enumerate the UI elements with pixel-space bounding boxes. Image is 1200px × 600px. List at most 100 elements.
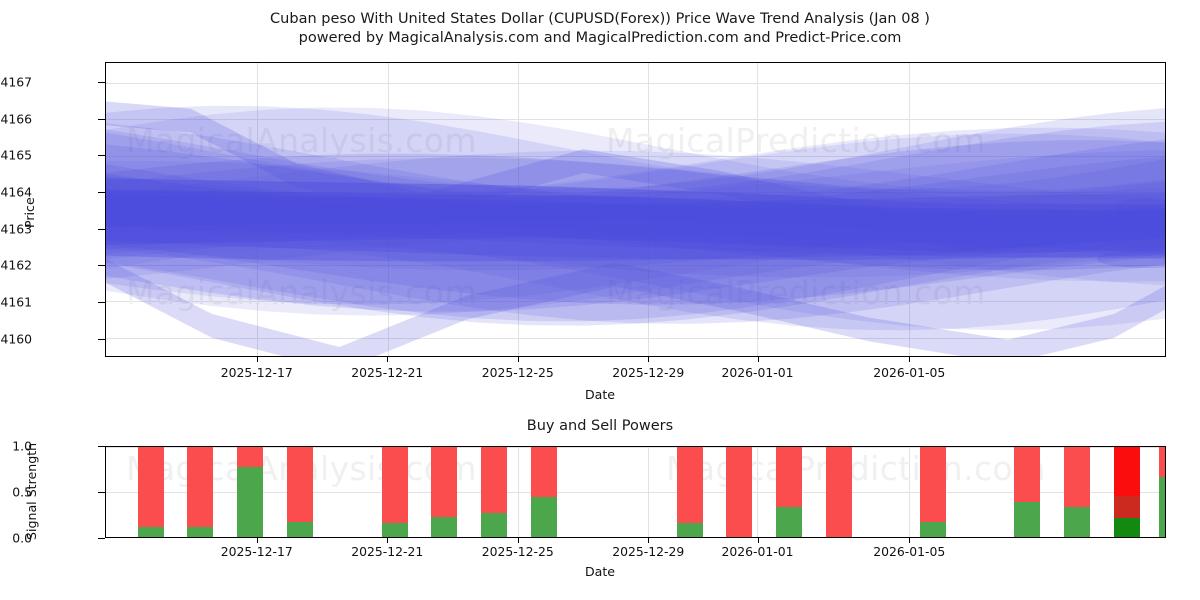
price-y-tick-mark [98,82,105,84]
wave-convergence-blob [1097,250,1165,269]
price-gridline-h [106,301,1165,303]
price-y-axis-label: Price [22,196,37,228]
sell-power-segment [381,447,408,523]
signal-y-tick-mark [98,446,105,447]
price-gridline-h [106,192,1165,194]
signal-y-tick-label: 0.0 [12,530,32,546]
sell-power-segment [1159,447,1165,477]
price-x-tick-label: 2026-01-01 [721,365,794,380]
signal-y-tick-mark [98,538,105,539]
title-line-2: powered by MagicalAnalysis.com and Magic… [298,30,902,46]
signal-gridline-v [908,447,910,537]
price-gridline-h [106,119,1165,121]
price-y-tick-label: 0.04163 [0,221,32,237]
price-x-tick-label: 2025-12-17 [220,365,293,380]
signal-x-tick-mark [517,538,519,543]
signal-bar [826,447,853,537]
signal-bar [1159,447,1165,537]
buy-power-segment [531,496,558,537]
buy-sell-chart-title: Buy and Sell Powers [526,418,674,434]
page-title: Cuban peso With United States Dollar (CU… [0,10,1200,48]
buy-power-segment [676,522,703,537]
signal-y-tick-mark [98,492,105,493]
signal-gridline-v [648,447,650,537]
sell-power-segment [431,447,458,518]
signal-gridline-h [106,447,1165,448]
signal-bar [1063,447,1090,537]
price-gridline-h [106,265,1165,266]
price-y-tick-label: 0.04167 [0,74,32,90]
signal-bar [726,447,753,537]
sell-power-overlap-segment [1113,496,1140,518]
signal-gridline-v [517,447,519,537]
price-y-tick-label: 0.04166 [0,111,32,127]
signal-x-tick-label: 2025-12-29 [612,544,685,559]
signal-y-axis-label: Signal Strength [24,442,39,540]
price-y-tick-mark [98,192,105,194]
price-gridline-h [106,155,1165,157]
sell-power-segment [187,447,214,528]
signal-bar [137,447,164,537]
sell-power-segment [1113,447,1140,497]
buy-power-segment [1013,501,1040,537]
price-y-tick-label: 0.04160 [0,331,32,347]
signal-x-tick-label: 2026-01-01 [721,544,794,559]
signal-x-tick-mark [909,538,911,543]
wave-band [106,160,1165,278]
buy-power-segment [287,521,314,537]
price-x-tick-mark [757,357,759,362]
price-y-tick-label: 0.04162 [0,257,32,273]
buy-power-segment [1159,476,1165,537]
wave-band [106,193,1165,260]
signal-bar [187,447,214,537]
signal-x-tick-label: 2026-01-05 [873,544,946,559]
wave-convergence-blob [1109,206,1165,239]
signal-bar [776,447,803,537]
signal-x-tick-label: 2025-12-25 [481,544,554,559]
sell-power-segment [481,447,508,513]
signal-bar [481,447,508,537]
sell-power-segment [1013,447,1040,502]
price-x-axis-label: Date [584,387,616,402]
sell-power-segment [1063,447,1090,508]
sell-power-segment [137,447,164,528]
wave-band [106,123,1165,324]
signal-bar [676,447,703,537]
buy-power-segment [187,527,214,537]
buy-power-segment [431,517,458,537]
wave-band [106,133,1165,316]
price-y-tick-mark [98,118,105,120]
signal-x-tick-mark [648,538,650,543]
wave-band [106,157,1165,282]
sell-power-segment [676,447,703,523]
signal-x-tick-label: 2025-12-17 [220,544,293,559]
sell-power-segment [287,447,314,522]
price-y-tick-mark [98,338,105,340]
signal-y-tick-label: 0.5 [12,484,32,500]
buy-power-segment [381,522,408,537]
wave-band [106,189,1165,230]
price-y-tick-mark [98,265,105,267]
price-y-tick-label: 0.04165 [0,147,32,163]
price-wave-bands [106,101,1165,356]
wave-band [106,190,1165,259]
price-y-tick-mark [98,228,105,230]
price-x-tick-label: 2025-12-25 [481,365,554,380]
price-x-tick-mark [387,357,389,362]
price-x-tick-mark [517,357,519,362]
buy-power-segment [1063,507,1090,537]
signal-bar [1013,447,1040,537]
sell-power-segment [237,447,264,467]
price-wave-plot-area: MagicalAnalysis.com MagicalPrediction.com… [105,62,1166,357]
signal-y-tick-label: 1.0 [12,438,32,454]
wave-band [106,259,1165,356]
title-line-1: Cuban peso With United States Dollar (CU… [270,11,930,27]
wave-band [106,140,1165,312]
signal-bar [531,447,558,537]
signal-bar [381,447,408,537]
signal-x-tick-mark [757,538,759,543]
price-y-tick-mark [98,155,105,157]
sell-power-segment [776,447,803,508]
